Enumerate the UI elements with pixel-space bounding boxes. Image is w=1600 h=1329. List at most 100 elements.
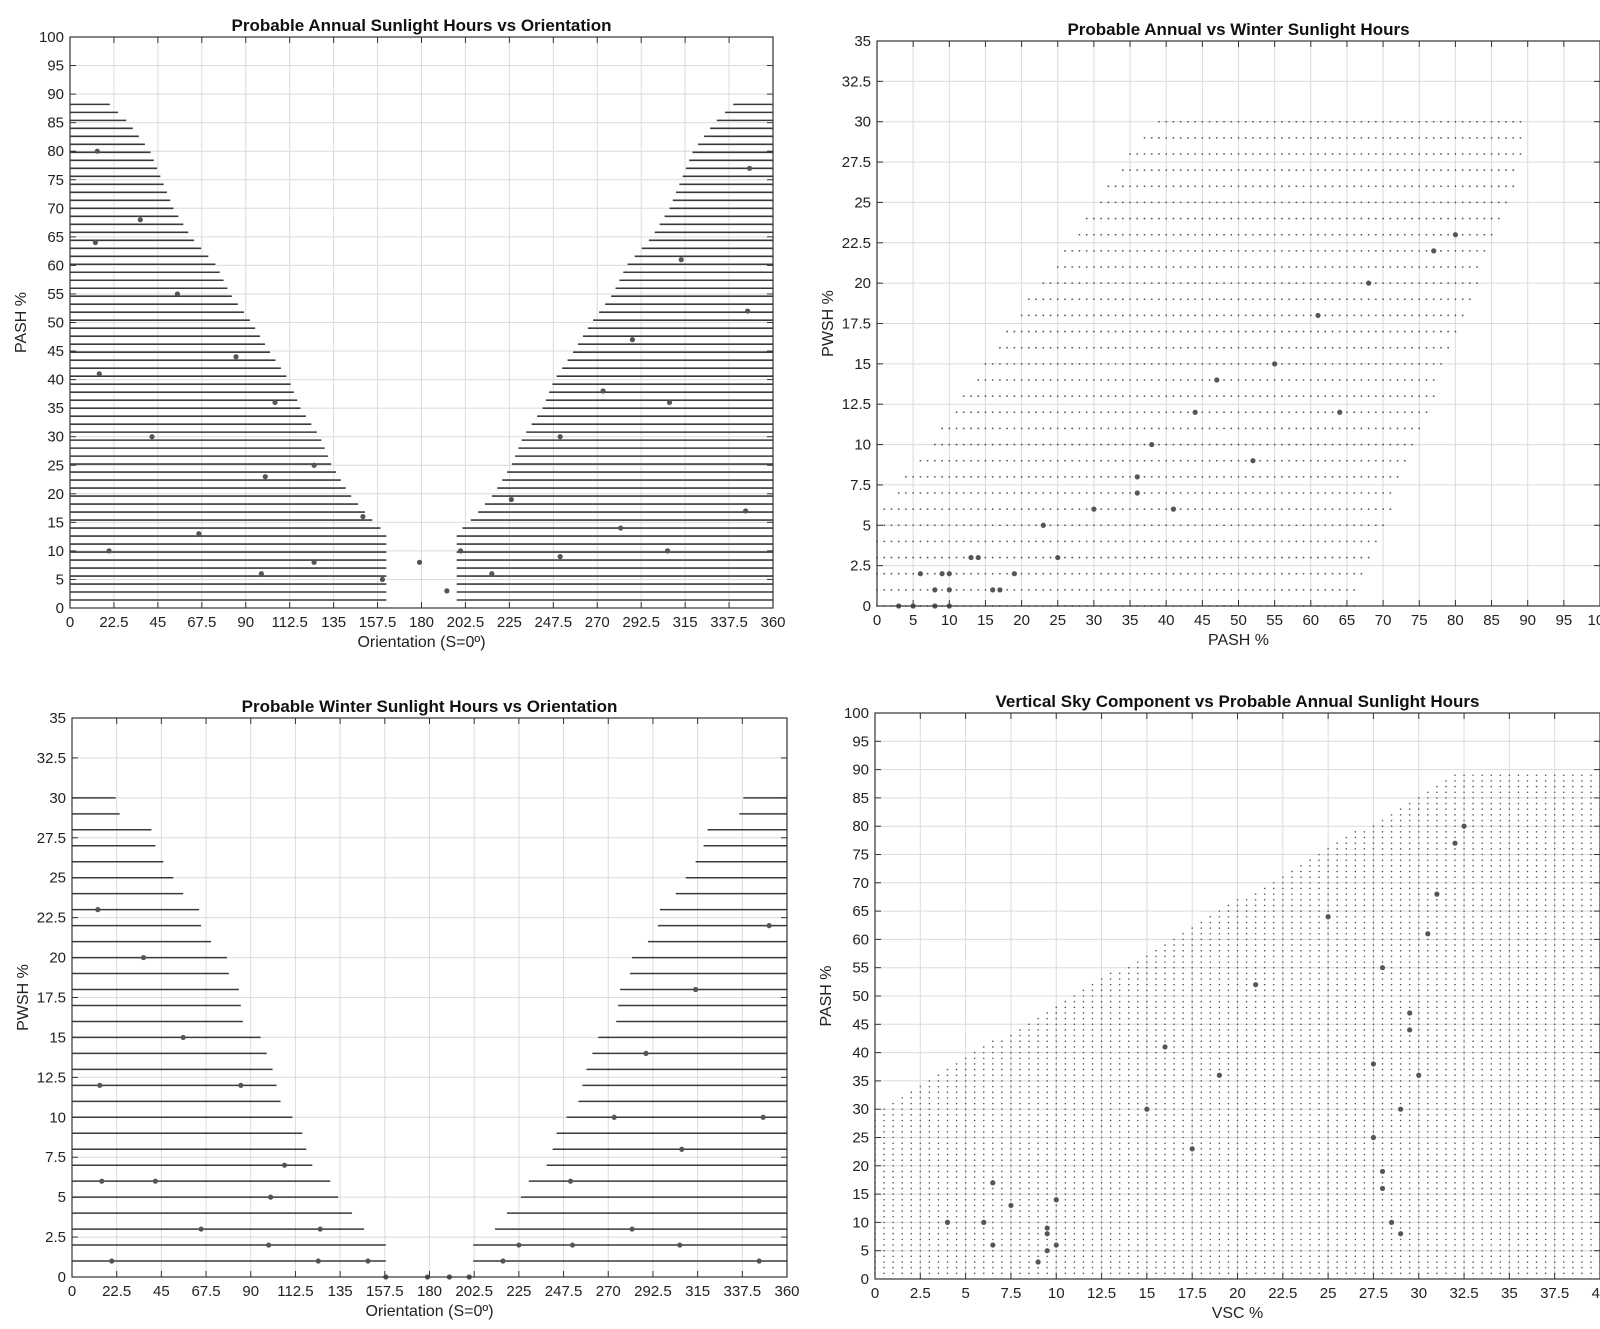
lattice-dot — [1182, 1085, 1184, 1088]
lattice-dot — [1259, 475, 1262, 478]
lattice-dot — [946, 1272, 949, 1275]
data-point — [990, 587, 996, 593]
lattice-dot — [1254, 1148, 1257, 1150]
lattice-dot — [1418, 362, 1421, 365]
lattice-dot — [1194, 169, 1197, 172]
lattice-dot — [1091, 1080, 1094, 1082]
lattice-dot — [1209, 1119, 1212, 1122]
lattice-dot — [1244, 508, 1247, 511]
lattice-dot — [1200, 1102, 1203, 1105]
lattice-dot — [892, 1261, 894, 1263]
lattice-dot — [1109, 1176, 1112, 1178]
lattice-dot — [1091, 1266, 1094, 1269]
lattice-dot — [1418, 120, 1421, 123]
lattice-dot — [1317, 556, 1319, 559]
lattice-dot — [1259, 540, 1262, 543]
lattice-dot — [1100, 1006, 1103, 1009]
lattice-dot — [1046, 1108, 1048, 1110]
lattice-dot — [1218, 1266, 1221, 1269]
lattice-dot — [946, 1198, 949, 1201]
lattice-dot — [1129, 249, 1131, 252]
lattice-dot — [1037, 1046, 1039, 1048]
lattice-dot — [1064, 1114, 1067, 1116]
lattice-dot — [1295, 556, 1298, 559]
lattice-dot — [1010, 1097, 1012, 1099]
lattice-dot — [1230, 346, 1233, 349]
lattice-dot — [1172, 346, 1175, 349]
lattice-dot — [883, 1170, 885, 1173]
lattice-dot — [1064, 298, 1066, 301]
lattice-dot — [1236, 898, 1239, 901]
lattice-dot — [1055, 1023, 1058, 1026]
lattice-dot — [1155, 1119, 1157, 1122]
lattice-dot — [1064, 1193, 1067, 1195]
lattice-dot — [919, 1204, 922, 1207]
lattice-dot — [1237, 201, 1240, 204]
y-axis-label: PWSH % — [820, 290, 837, 357]
lattice-dot — [1100, 1029, 1103, 1031]
lattice-dot — [1173, 1125, 1175, 1127]
lattice-dot — [1136, 314, 1139, 317]
lattice-dot — [1254, 1029, 1257, 1031]
lattice-dot — [1056, 588, 1059, 591]
lattice-dot — [1019, 1176, 1021, 1178]
lattice-dot — [1179, 379, 1182, 381]
y-tick-label: 75 — [47, 172, 64, 189]
lattice-dot — [1027, 379, 1030, 381]
lattice-dot — [1055, 1046, 1058, 1048]
lattice-dot — [1263, 1102, 1266, 1105]
lattice-dot — [1218, 1023, 1221, 1026]
lattice-dot — [1218, 1063, 1221, 1065]
lattice-dot — [1037, 1102, 1039, 1105]
lattice-dot — [962, 411, 965, 414]
lattice-dot — [1200, 1159, 1203, 1161]
lattice-dot — [1280, 185, 1283, 188]
lattice-dot — [1001, 1176, 1003, 1178]
lattice-dot — [1209, 1165, 1212, 1167]
lattice-dot — [1295, 379, 1298, 381]
lattice-dot — [1218, 1193, 1221, 1195]
lattice-dot — [991, 443, 994, 446]
lattice-dot — [1010, 1114, 1012, 1116]
lattice-dot — [1218, 1006, 1221, 1009]
lattice-dot — [1245, 1148, 1248, 1150]
lattice-dot — [1179, 298, 1182, 301]
lattice-dot — [1078, 572, 1081, 575]
lattice-dot — [982, 1046, 985, 1048]
lattice-dot — [1071, 492, 1074, 494]
lattice-dot — [1245, 1012, 1248, 1014]
lattice-dot — [973, 1165, 976, 1167]
lattice-dot — [919, 1227, 922, 1229]
lattice-dot — [1360, 492, 1363, 494]
lattice-dot — [1191, 972, 1193, 975]
lattice-dot — [1338, 282, 1341, 285]
lattice-dot — [973, 1227, 976, 1229]
lattice-dot — [892, 1165, 894, 1167]
lattice-dot — [883, 1119, 885, 1122]
lattice-dot — [1020, 330, 1023, 333]
lattice-dot — [1295, 540, 1298, 543]
lattice-dot — [928, 1215, 931, 1218]
lattice-dot — [1324, 282, 1327, 285]
lattice-dot — [1127, 989, 1130, 992]
lattice-dot — [1100, 1108, 1103, 1110]
lattice-dot — [1346, 492, 1348, 494]
lattice-dot — [901, 1249, 903, 1252]
lattice-dot — [1346, 266, 1348, 268]
lattice-dot — [919, 1249, 922, 1252]
lattice-dot — [1194, 475, 1197, 478]
lattice-dot — [937, 1204, 940, 1207]
lattice-dot — [1317, 298, 1319, 301]
lattice-dot — [1236, 1266, 1239, 1269]
lattice-dot — [1338, 120, 1341, 123]
lattice-dot — [1263, 1215, 1266, 1218]
lattice-dot — [1143, 217, 1146, 220]
lattice-dot — [1353, 556, 1356, 559]
lattice-dot — [1302, 588, 1305, 591]
lattice-dot — [1114, 443, 1117, 446]
lattice-dot — [901, 1266, 903, 1269]
lattice-dot — [1280, 362, 1283, 365]
lattice-dot — [1236, 1057, 1239, 1060]
lattice-dot — [1137, 1210, 1139, 1212]
lattice-dot — [1367, 330, 1370, 333]
